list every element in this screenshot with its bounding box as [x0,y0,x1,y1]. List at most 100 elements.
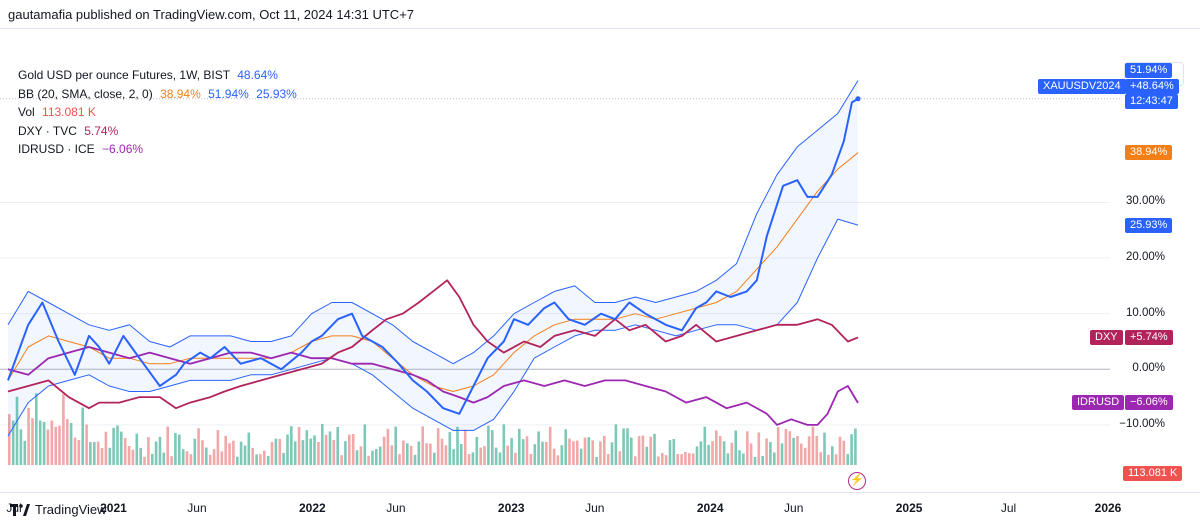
volume-bar [197,428,200,465]
volume-bar [266,456,270,465]
volume-bar [386,428,390,465]
volume-bar [46,429,50,465]
volume-bar [483,446,486,465]
legend-dxy[interactable]: DXY · TVC 5.74% [18,122,297,141]
volume-bar [587,437,591,465]
volume-bar [537,431,540,465]
band-layer [8,80,858,436]
volume-bar [367,455,370,465]
x-tick-label: 2025 [895,501,923,515]
legend-bb[interactable]: BB (20, SMA, close, 2, 0) 38.94% 51.94% … [18,85,297,104]
volume-bar [35,393,38,465]
volume-bar [463,429,467,465]
volume-bar [328,431,332,465]
volume-bar [413,454,417,465]
volume-bar [838,436,842,465]
volume-bar [313,435,316,465]
volume-bar [375,449,378,465]
volume-bar [637,436,641,465]
bb-lower-label: 25.93% [1125,217,1173,233]
volume-bar [769,442,772,465]
grid-layer [0,98,1120,426]
footer-brand: TradingView [35,502,107,517]
idrusd-value-label: −6.06% [1125,395,1173,411]
volume-bar [135,433,139,465]
legend-idrusd[interactable]: IDRUSD · ICE −6.06% [18,140,297,159]
x-tick-label: 2026 [1094,501,1122,515]
volume-bar [42,421,46,465]
x-tick-label: Jul [1000,501,1017,515]
volume-bar [572,441,575,465]
volume-bar [158,437,162,465]
volume-bar [309,438,312,465]
volume-bar [661,452,664,465]
volume-bar [402,440,405,465]
volume-bar [212,449,216,465]
volume-bar [576,440,579,465]
volume-bar [846,454,849,465]
volume-bar [290,426,293,465]
y-tick-label: 0.00% [1132,362,1165,375]
volume-layer [8,393,857,465]
volume-bar [69,422,73,465]
chart-frame[interactable]: Gold USD per ounce Futures, 1W, BIST 48.… [0,28,1200,515]
volume-bar [518,428,521,465]
volume-bar [11,420,15,465]
volume-bar [371,450,374,465]
volume-bar [691,453,695,465]
y-tick-label: 30.00% [1125,195,1165,208]
volume-bar [236,456,239,465]
volume-bar [811,426,815,465]
footer[interactable]: TradingView [10,502,107,517]
chart-svg[interactable] [0,29,1200,494]
volume-bar [757,432,761,465]
volume-bar [417,441,421,465]
volume-bar [394,426,397,465]
volume-bar [773,452,776,465]
volume-bar [730,442,734,465]
volume-bar [479,447,482,465]
bb-basis-line [7,152,859,392]
volume-bar [618,451,622,465]
volume-bar [800,443,803,465]
volume-bar [603,435,606,465]
volume-bar [398,454,401,465]
volume-bar [123,438,127,465]
legend-gold[interactable]: Gold USD per ounce Futures, 1W, BIST 48.… [18,66,297,85]
bb-lower-line [7,218,859,437]
volume-bar [305,430,309,465]
x-tick-label: Jun [585,501,605,515]
volume-bar [444,445,448,465]
volume-bar [854,428,857,465]
lightning-icon[interactable]: ⚡ [848,472,866,490]
volume-bar [278,439,282,465]
volume-bar [498,452,502,465]
volume-bar [259,454,262,465]
volume-bar [116,425,119,465]
volume-bar [487,425,490,465]
volume-bar [614,424,618,465]
volume-bar [784,429,788,465]
legend: Gold USD per ounce Futures, 1W, BIST 48.… [18,66,297,159]
volume-bar [255,454,258,465]
volume-bar [293,441,297,465]
volume-bar [54,426,57,465]
volume-bar [351,434,355,465]
volume-bar [506,445,509,465]
volume-bar [344,441,347,465]
volume-bar [467,454,471,465]
volume-bar [610,442,614,465]
volume-bar [749,443,753,465]
bb-upper-line [7,80,859,365]
volume-bar [688,453,691,465]
volume-bar [406,443,409,465]
volume-bar [85,424,88,465]
volume-bar [695,446,699,465]
volume-bar [452,449,455,465]
volume-bar [599,441,602,465]
volume-bar [564,429,567,465]
legend-vol[interactable]: Vol 113.081 K [18,103,297,122]
volume-bar [726,453,730,465]
volume-bar [456,426,459,465]
volume-bar [823,432,826,465]
